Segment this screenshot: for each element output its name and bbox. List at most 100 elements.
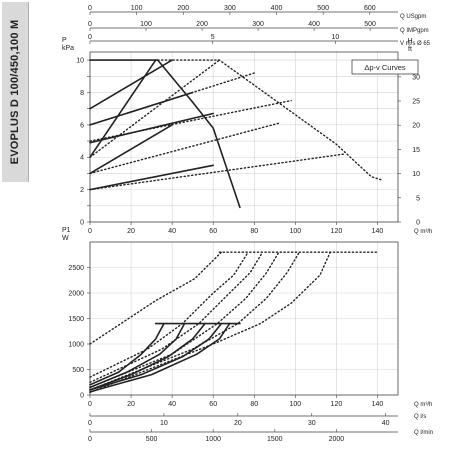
dotted-curve-10 bbox=[89, 99, 292, 142]
top-axis-tick-label: 0 bbox=[88, 34, 92, 41]
top-axis-tick-label: 300 bbox=[224, 5, 236, 12]
x-tick-label: 40 bbox=[168, 401, 176, 408]
y-tick-label: 4 bbox=[80, 155, 84, 162]
top-axis-tick-label: 500 bbox=[317, 5, 329, 12]
top-axis-tick-label: 100 bbox=[140, 21, 152, 28]
legend-label: Δp-v Curves bbox=[364, 63, 406, 72]
bottom-axis-tick-label: 1500 bbox=[267, 436, 283, 443]
solid-curve-0 bbox=[89, 59, 241, 209]
right-axis-title: H bbox=[407, 38, 412, 45]
x-tick-label: 100 bbox=[289, 401, 301, 408]
x-tick-label: 20 bbox=[127, 401, 135, 408]
x-tick-label: 120 bbox=[331, 228, 343, 235]
x-axis-unit: Q m³/h bbox=[414, 402, 432, 408]
right-tick-label: 5 bbox=[416, 195, 420, 202]
top-axis-tick-label: 0 bbox=[88, 21, 92, 28]
top-axis-tick-label: 5 bbox=[211, 34, 215, 41]
dotted-curve-7 bbox=[89, 251, 223, 345]
dotted-curve-9 bbox=[89, 251, 264, 383]
y-tick-label: 1500 bbox=[68, 316, 84, 323]
top-axis-tick-label: 10 bbox=[331, 34, 339, 41]
top-axis-tick-label: 400 bbox=[308, 21, 320, 28]
plot-frame bbox=[89, 51, 399, 223]
right-tick-label: 25 bbox=[412, 99, 420, 106]
legend-frame bbox=[351, 59, 419, 75]
solid-curve-1 bbox=[89, 322, 165, 386]
x-tick-label: 80 bbox=[250, 401, 258, 408]
right-tick-label: 20 bbox=[412, 123, 420, 130]
dotted-curve-8 bbox=[89, 59, 221, 158]
dotted-curve-7 bbox=[157, 59, 383, 181]
solid-curve-3 bbox=[89, 322, 206, 391]
top-axis-tick-label: 400 bbox=[271, 5, 283, 12]
bottom-axis-tick-label: 20 bbox=[234, 420, 242, 427]
bottom-axis-unit: Q l/s bbox=[414, 414, 426, 420]
legend-box: Δp-v Curves bbox=[351, 59, 419, 75]
y-tick-label: 0 bbox=[80, 220, 84, 227]
y-tick-label: 0 bbox=[80, 393, 84, 400]
top-axis-tick-label: 200 bbox=[177, 5, 189, 12]
x-tick-label: 40 bbox=[168, 228, 176, 235]
x-tick-label: 0 bbox=[88, 228, 92, 235]
x-tick-label: 0 bbox=[88, 401, 92, 408]
top-axis-tick-label: 600 bbox=[364, 5, 376, 12]
right-tick-label: 0 bbox=[416, 220, 420, 227]
x-tick-label: 80 bbox=[250, 228, 258, 235]
top-axis-unit: Q IMPgpm bbox=[400, 28, 429, 34]
head-flow-panel: 0 20 40 60 80 100 120 140 Q m³/h0246810PkPa05101… bbox=[62, 5, 432, 235]
product-label-bar: EVOPLUS D 100/450,100 M bbox=[2, 2, 29, 182]
solid-curve-2 bbox=[89, 59, 157, 158]
solid-curve-1 bbox=[89, 59, 173, 110]
y-tick-label: 6 bbox=[80, 122, 84, 129]
bottom-axis-unit: Q l/min bbox=[414, 430, 433, 436]
solid-curve-5 bbox=[89, 322, 231, 393]
x-tick-label: 60 bbox=[209, 228, 217, 235]
y-tick-label: 2 bbox=[80, 187, 84, 194]
x-tick-label: 140 bbox=[372, 401, 384, 408]
x-tick-label: 60 bbox=[209, 401, 217, 408]
bottom-axis-tick-label: 2000 bbox=[329, 436, 345, 443]
right-tick-label: 15 bbox=[412, 147, 420, 154]
bottom-axis-tick-label: 1000 bbox=[205, 436, 221, 443]
y-tick-label: 10 bbox=[76, 58, 84, 65]
y-axis-title: P1 bbox=[62, 227, 71, 234]
dotted-curve-11 bbox=[89, 251, 301, 391]
x-tick-label: 100 bbox=[289, 228, 301, 235]
y-tick-label: 500 bbox=[72, 367, 84, 374]
y-tick-label: 1000 bbox=[68, 342, 84, 349]
top-axis-tick-label: 100 bbox=[131, 5, 143, 12]
solid-curve-6 bbox=[89, 164, 214, 191]
y-axis-unit: W bbox=[62, 235, 69, 242]
right-tick-label: 10 bbox=[412, 171, 420, 178]
power-flow-panel: 0 20 40 60 80 100 120 140 Q m³/h0500100015002000… bbox=[62, 227, 433, 443]
bottom-axis-tick-label: 10 bbox=[160, 420, 168, 427]
bottom-axis-tick-label: 0 bbox=[88, 420, 92, 427]
solid-curve-4 bbox=[89, 112, 214, 144]
y-tick-label: 2500 bbox=[68, 265, 84, 272]
top-axis-tick-label: 500 bbox=[364, 21, 376, 28]
product-label: EVOPLUS D 100/450,100 M bbox=[9, 19, 21, 165]
x-tick-label: 20 bbox=[127, 228, 135, 235]
right-tick-label: 30 bbox=[412, 74, 420, 81]
bottom-axis-tick-label: 0 bbox=[88, 436, 92, 443]
bottom-axis-tick-label: 40 bbox=[382, 420, 390, 427]
top-axis-tick-label: 200 bbox=[196, 21, 208, 28]
x-tick-label: 140 bbox=[372, 228, 384, 235]
x-tick-label: 120 bbox=[331, 401, 343, 408]
dotted-curve-12 bbox=[89, 251, 331, 394]
y-axis-title: P bbox=[62, 37, 67, 44]
y-axis-unit: kPa bbox=[62, 45, 74, 52]
bottom-axis-tick-label: 500 bbox=[146, 436, 158, 443]
y-tick-label: 8 bbox=[80, 90, 84, 97]
bottom-axis-tick-label: 30 bbox=[308, 420, 316, 427]
dotted-curve-11 bbox=[89, 122, 280, 175]
dotted-curve-8 bbox=[89, 251, 249, 378]
y-tick-label: 2000 bbox=[68, 291, 84, 298]
x-axis-unit: Q m³/h bbox=[414, 229, 432, 235]
top-axis-tick-label: 300 bbox=[252, 21, 264, 28]
dotted-curve-10 bbox=[89, 251, 280, 389]
top-axis-unit: Q USgpm bbox=[400, 14, 426, 20]
dotted-curve-12 bbox=[89, 153, 346, 191]
